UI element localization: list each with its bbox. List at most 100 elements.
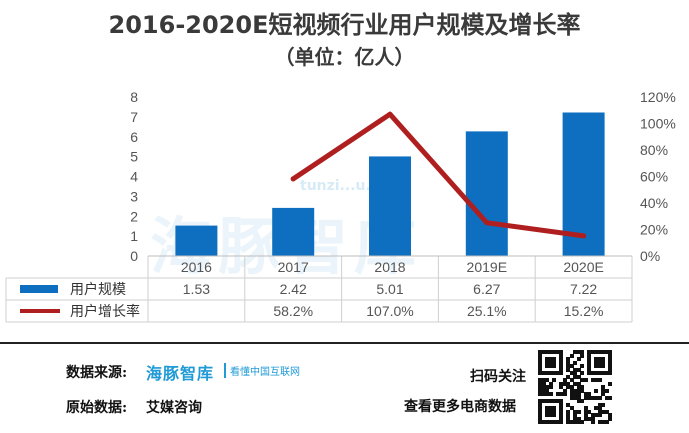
x-tick-label: 2020E [563,259,603,275]
qr-module [601,357,606,362]
growth-rate-point [290,176,296,182]
qr-module [594,378,599,383]
qr-module [573,416,578,421]
qr-module [559,381,564,386]
qr-module [576,350,581,354]
qr-module [566,357,571,362]
qr-module [545,388,550,393]
qr-module [573,409,578,414]
qr-module [538,399,542,404]
qr-module [597,395,602,400]
qr-module [559,364,564,369]
qr-module [608,381,613,386]
qr-module [573,392,578,397]
qr-module [608,371,613,376]
x-tick-label: 2017 [278,259,309,275]
qr-module [604,388,609,393]
qr-module [541,350,546,354]
qr-module [545,413,550,418]
qr-module [566,420,571,425]
x-tick-label: 2019E [467,259,507,275]
qr-module [594,350,599,354]
qr-module [604,409,609,414]
legend-bar-swatch [20,285,58,293]
qr-module [576,367,581,372]
qr-module [562,378,567,383]
y-right-tick-label: 60% [640,169,668,185]
qr-module [583,395,588,400]
qr-module [566,374,571,379]
qr-module [552,406,557,411]
qr-module [559,406,564,411]
qr-module [552,413,557,418]
qr-module [552,364,557,369]
qr-module [538,381,542,386]
qr-module [555,399,560,404]
qr-code[interactable] [538,350,613,425]
qr-module [548,381,553,386]
qr-module [587,350,592,354]
qr-module [545,360,550,365]
growth-rate-point [581,233,587,239]
qr-module [597,420,602,425]
qr-module [538,360,542,365]
qr-module [576,374,581,379]
qr-module [545,409,550,414]
y-right-tick-label: 120% [640,89,676,105]
bar-2018 [369,156,411,256]
qr-module [548,413,553,418]
qr-module [559,367,564,372]
x-tick-label: 2018 [374,259,405,275]
qr-module [573,367,578,372]
qr-module [604,395,609,400]
qr-module [573,395,578,400]
qr-module [573,388,578,393]
qr-module [590,413,595,418]
qr-module [548,409,553,414]
qr-module [545,385,550,390]
table-value-growth: 107.0% [366,303,413,319]
qr-module [559,420,564,425]
qr-module [545,364,550,369]
qr-module [559,399,564,404]
qr-module [583,413,588,418]
chart-subtitle: （单位：亿人） [274,45,415,69]
qr-module [601,402,606,407]
qr-module [569,392,574,397]
qr-module [538,350,542,354]
qr-module [538,409,542,414]
qr-module [580,385,585,390]
qr-module [541,388,546,393]
qr-module [552,378,557,383]
qr-module [587,360,592,365]
qr-module [597,378,602,383]
qr-module [566,360,571,365]
qr-module [538,413,542,418]
qr-module [608,367,613,372]
table-value-growth: 25.1% [467,303,507,319]
qr-module [587,416,592,421]
qr-module [569,385,574,390]
qr-module [566,409,571,414]
qr-module [590,416,595,421]
qr-module [538,364,542,369]
qr-module [583,392,588,397]
bar-2017 [272,207,315,256]
qr-module [594,371,599,376]
qr-module [538,406,542,411]
qr-module [559,357,564,362]
qr-module [569,406,574,411]
footer-divider [0,342,689,344]
qr-module [601,350,606,354]
qr-module [545,378,550,383]
table-value-users: 7.22 [570,281,597,297]
qr-module [587,371,592,376]
qr-module [548,350,553,354]
qr-module [569,388,574,393]
y-left-tick-label: 4 [130,169,138,185]
qr-module [597,350,602,354]
qr-module [597,360,602,365]
qr-module [548,420,553,425]
source-label: 数据来源: [66,365,128,381]
qr-module [576,395,581,400]
